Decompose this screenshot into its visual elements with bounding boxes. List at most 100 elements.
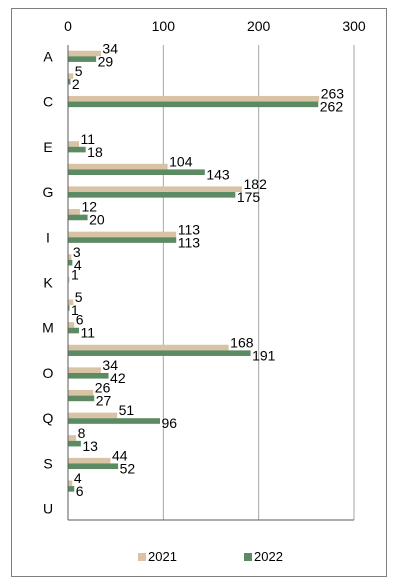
- data-label-2022-R: 13: [82, 438, 98, 454]
- bar-2022-Q: [68, 418, 161, 424]
- bar-2022-L: [68, 305, 70, 311]
- data-label-2022-E: 18: [87, 144, 103, 160]
- bar-2022-N: [68, 350, 251, 356]
- data-label-2022-M: 11: [80, 325, 95, 341]
- data-labels: 3429522632621118104143182175122011311334…: [71, 40, 344, 499]
- bar-2022-P: [68, 395, 95, 402]
- bar-2022-B: [68, 78, 71, 85]
- bar-2021-Q: [68, 412, 118, 419]
- bar-2021-C: [68, 95, 320, 102]
- legend-label-2022: 2022: [254, 549, 283, 564]
- data-label-2022-O: 42: [110, 370, 126, 386]
- data-label-2022-C: 262: [320, 99, 344, 115]
- data-label-2021-O: 34: [102, 357, 118, 373]
- legend-swatch-2021: [138, 553, 146, 561]
- bar-2021-M: [68, 322, 75, 328]
- bar-2022-A: [68, 56, 97, 62]
- bar-2022-C: [68, 101, 319, 108]
- data-label-2021-C: 263: [321, 86, 345, 102]
- bar-2021-B: [68, 73, 74, 79]
- bar-2021-G: [68, 186, 243, 193]
- bar-2021-A: [68, 50, 101, 57]
- x-tick-label: 0: [64, 18, 72, 34]
- gridlines: [67, 45, 355, 521]
- data-label-2021-K: 1: [71, 267, 79, 283]
- bar-2022-R: [68, 440, 81, 447]
- x-tick-label: 300: [342, 18, 366, 34]
- category-axis: A C E G I K M O Q S U: [42, 48, 54, 516]
- bar-2022-T: [68, 486, 75, 492]
- x-axis-ticks: 0 100 200 300: [64, 18, 366, 34]
- data-label-2022-Q: 96: [162, 415, 178, 431]
- category-label-O: O: [43, 365, 54, 381]
- data-label-2022-J: 4: [74, 257, 82, 273]
- bar-2022-H: [68, 214, 88, 221]
- data-label-2021-H: 12: [81, 199, 97, 215]
- data-label-2022-F: 143: [206, 166, 230, 182]
- bar-2021-J: [68, 254, 72, 260]
- bar-2021-E: [68, 141, 79, 147]
- data-label-2021-R: 8: [78, 425, 86, 441]
- data-label-2021-A: 34: [102, 40, 118, 56]
- category-label-M: M: [42, 320, 54, 336]
- bar-2021-O: [68, 367, 101, 373]
- bar-2022-J: [68, 259, 73, 266]
- bar-2021-P: [68, 389, 94, 396]
- category-label-I: I: [46, 229, 50, 245]
- data-label-2021-I: 113: [178, 221, 201, 237]
- category-label-G: G: [43, 184, 54, 200]
- bar-2022-O: [68, 372, 109, 379]
- bar-2022-E: [68, 146, 86, 153]
- bar-2022-G: [68, 192, 236, 198]
- bar-2021-N: [68, 344, 229, 351]
- bar-2021-T: [68, 480, 73, 487]
- bar-2021-I: [68, 231, 177, 238]
- category-label-E: E: [43, 139, 52, 155]
- legend-swatch-2022: [244, 553, 252, 561]
- data-label-2022-B: 2: [72, 76, 80, 92]
- category-label-Q: Q: [43, 410, 54, 426]
- x-tick-label: 100: [152, 18, 176, 34]
- legend: 2021 2022: [138, 549, 283, 564]
- bar-2021-F: [68, 163, 168, 170]
- data-label-2022-A: 29: [98, 53, 114, 69]
- data-label-2022-L: 1: [71, 302, 79, 318]
- data-label-2021-T: 4: [74, 470, 82, 486]
- bars: [68, 50, 320, 492]
- bar-2022-S: [68, 463, 119, 470]
- legend-label-2021: 2021: [148, 549, 177, 564]
- data-label-2022-H: 20: [89, 212, 105, 228]
- data-label-2021-N: 168: [230, 334, 254, 350]
- bar-2021-S: [68, 457, 111, 464]
- data-label-2021-Q: 51: [119, 402, 135, 418]
- data-label-2022-G: 175: [237, 189, 261, 205]
- data-label-2022-S: 52: [120, 460, 136, 476]
- bar-2022-F: [68, 169, 205, 176]
- data-label-2022-T: 6: [76, 483, 84, 499]
- data-label-2021-J: 3: [73, 244, 81, 260]
- data-label-2021-M: 6: [76, 312, 84, 328]
- data-label-2021-L: 5: [75, 289, 83, 305]
- data-label-2021-P: 26: [95, 380, 111, 396]
- data-label-2021-B: 5: [75, 63, 83, 79]
- category-label-K: K: [43, 275, 53, 291]
- category-label-C: C: [43, 94, 53, 110]
- bar-2021-R: [68, 435, 77, 441]
- data-label-2022-P: 27: [96, 393, 112, 409]
- category-label-S: S: [43, 455, 52, 471]
- bar-2021-K: [68, 276, 70, 283]
- bar-2022-M: [68, 327, 79, 334]
- data-label-2021-E: 11: [80, 131, 95, 147]
- category-label-A: A: [43, 48, 53, 64]
- bar-2021-H: [68, 209, 80, 215]
- category-label-U: U: [43, 501, 53, 517]
- data-label-2022-I: 113: [178, 234, 201, 250]
- data-label-2022-N: 191: [252, 347, 276, 363]
- x-tick-label: 200: [247, 18, 271, 34]
- bar-2021-L: [68, 299, 74, 306]
- data-label-2021-G: 182: [244, 176, 268, 192]
- bar-2022-I: [68, 237, 177, 243]
- data-label-2021-S: 44: [112, 447, 128, 463]
- data-label-2021-F: 104: [169, 153, 193, 169]
